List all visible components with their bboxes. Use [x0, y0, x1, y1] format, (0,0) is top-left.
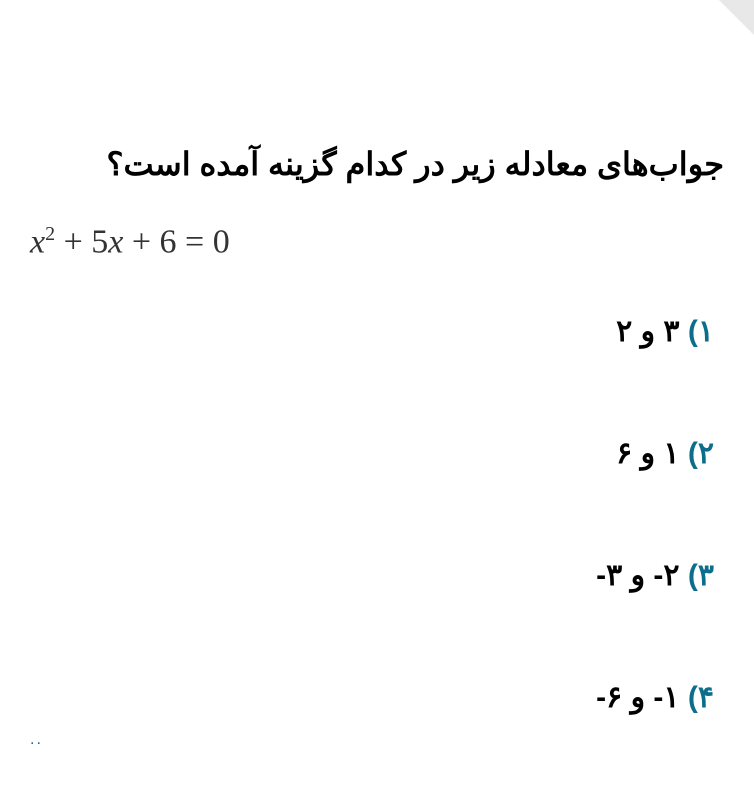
option-4-number: ۴) [688, 681, 714, 714]
option-2[interactable]: ۲) ۱ و ۶ [30, 433, 714, 475]
question-content: جواب‌های معادله زیر در کدام گزینه آمده ا… [0, 0, 754, 759]
option-2-number: ۲) [688, 437, 714, 470]
option-3-number: ۳) [688, 559, 714, 592]
equation-var1: x [30, 223, 45, 260]
option-3[interactable]: ۳) ۲- و ۳- [30, 555, 714, 597]
option-1-number: ۱) [688, 315, 714, 348]
equation-display: x2 + 5x + 6 = 0 [30, 223, 724, 261]
option-2-text: ۱ و ۶ [616, 437, 679, 470]
options-list: ۱) ۳ و ۲ ۲) ۱ و ۶ ۳) ۲- و ۳- ۴) ۱- و ۶- [30, 311, 724, 719]
option-4-text: ۱- و ۶- [596, 681, 679, 714]
equation-var2: x [108, 223, 123, 260]
option-4[interactable]: ۴) ۱- و ۶- [30, 677, 714, 719]
option-1[interactable]: ۱) ۳ و ۲ [30, 311, 714, 353]
corner-fold-decoration [719, 0, 754, 35]
equation-part1: + 5 [55, 223, 108, 260]
option-1-text: ۳ و ۲ [616, 315, 679, 348]
equation-part2: + 6 = 0 [123, 223, 229, 260]
question-text: جواب‌های معادله زیر در کدام گزینه آمده ا… [30, 140, 724, 188]
equation-exponent: 2 [45, 223, 55, 245]
option-3-text: ۲- و ۳- [596, 559, 679, 592]
bottom-dots-decoration: .. [30, 731, 43, 749]
